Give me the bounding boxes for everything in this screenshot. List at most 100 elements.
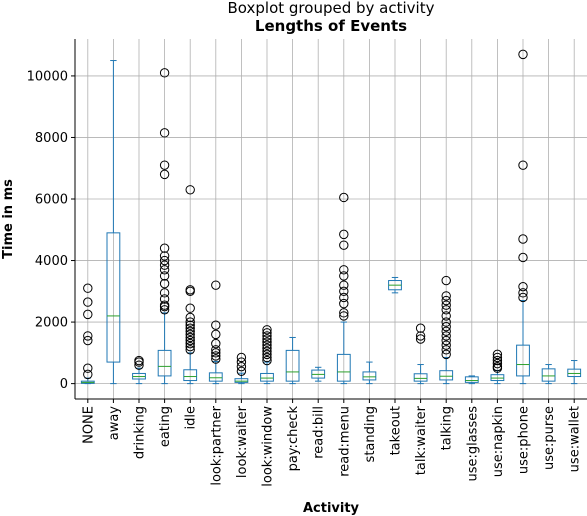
flier-point — [185, 317, 195, 327]
x-tick-label: use:phone — [517, 406, 532, 474]
flier-point — [339, 265, 349, 275]
x-tick-label: use:wallet — [568, 406, 583, 472]
y-tick-label: 4000 — [35, 254, 68, 269]
flier-point — [236, 366, 247, 377]
flier-point — [185, 312, 195, 323]
box-idle — [183, 185, 198, 385]
box-look:partner — [208, 280, 223, 385]
x-tick-label: use:glasses — [465, 406, 480, 482]
flier-point — [159, 260, 170, 270]
flier-point — [262, 355, 272, 366]
flier-point — [339, 271, 349, 281]
flier-point — [83, 335, 93, 346]
flier-point — [441, 340, 451, 350]
flier-point — [441, 275, 451, 286]
flier-point — [262, 343, 272, 353]
box-pay:check — [285, 336, 300, 385]
flier-point — [185, 326, 195, 337]
flier-point — [211, 351, 221, 361]
box-look:window — [260, 325, 274, 385]
flier-point — [236, 357, 247, 367]
flier-point — [211, 320, 221, 330]
x-tick-label: talk:waiter — [414, 405, 429, 475]
flier-point — [492, 352, 503, 363]
box-body — [285, 349, 300, 382]
x-tick-label: eating — [158, 406, 173, 447]
x-tick-label: use:purse — [542, 406, 557, 470]
box-NONE — [80, 283, 95, 385]
flier-point — [159, 305, 170, 315]
chart-suptitle: Boxplot grouped by activity — [228, 0, 435, 17]
flier-point — [159, 271, 170, 281]
boxes — [80, 49, 582, 385]
x-tick-label: look:waiter — [235, 405, 250, 478]
x-tick-label: pay:check — [286, 406, 301, 472]
flier-point — [185, 329, 195, 340]
flier-point — [159, 160, 170, 170]
box-body — [157, 349, 172, 377]
flier-point — [185, 185, 195, 195]
flier-point — [134, 360, 144, 370]
flier-point — [262, 328, 272, 338]
flier-point — [83, 309, 93, 320]
x-tick-label: idle — [184, 406, 199, 429]
flier-point — [518, 49, 528, 60]
flier-point — [441, 331, 451, 341]
box-body — [336, 353, 351, 382]
flier-point — [518, 288, 528, 298]
flier-point — [159, 265, 170, 275]
flier-point — [83, 363, 93, 373]
flier-point — [339, 286, 349, 297]
x-tick-label: drinking — [133, 406, 148, 459]
box-read:bill — [311, 366, 326, 382]
flier-point — [518, 252, 528, 263]
flier-point — [415, 323, 426, 333]
flier-point — [441, 311, 451, 321]
grid — [75, 39, 587, 399]
box-body — [516, 344, 530, 377]
x-tick-label: NONE — [81, 406, 96, 444]
flier-point — [236, 352, 247, 363]
box-away — [106, 60, 121, 385]
box-drinking — [132, 355, 146, 385]
flier-point — [339, 298, 349, 309]
flier-point — [339, 192, 349, 203]
flier-point — [185, 332, 195, 343]
flier-point — [211, 338, 221, 349]
x-axis-label: Activity — [303, 501, 360, 516]
flier-point — [159, 294, 170, 304]
y-axis-label: Time in ms — [1, 179, 16, 259]
box-body — [234, 378, 249, 383]
x-tick-label: read:bill — [312, 406, 327, 459]
flier-point — [441, 305, 451, 315]
flier-point — [339, 311, 349, 321]
flier-point — [236, 361, 247, 372]
flier-point — [83, 331, 93, 341]
flier-point — [83, 297, 93, 307]
flier-point — [441, 349, 451, 360]
chart-title: Lengths of Events — [255, 17, 407, 35]
flier-point — [211, 354, 221, 364]
flier-point — [441, 345, 451, 355]
flier-point — [492, 361, 503, 372]
flier-point — [518, 160, 528, 170]
y-tick-label: 0 — [60, 377, 68, 392]
flier-point — [441, 335, 451, 346]
y-tick-label: 8000 — [35, 131, 68, 146]
x-tick-label: standing — [363, 406, 378, 462]
flier-point — [441, 300, 451, 310]
flier-point — [159, 300, 170, 310]
flier-point — [339, 229, 349, 240]
box-body — [413, 373, 428, 382]
box-body — [464, 376, 479, 383]
box-body — [567, 368, 582, 378]
flier-point — [159, 278, 170, 289]
box-body — [541, 368, 556, 382]
flier-point — [185, 341, 195, 352]
flier-point — [159, 288, 170, 298]
flier-point — [492, 355, 503, 366]
flier-point — [339, 308, 349, 318]
flier-point — [262, 337, 272, 347]
flier-point — [159, 128, 170, 138]
y-tick-label: 10000 — [27, 69, 68, 84]
